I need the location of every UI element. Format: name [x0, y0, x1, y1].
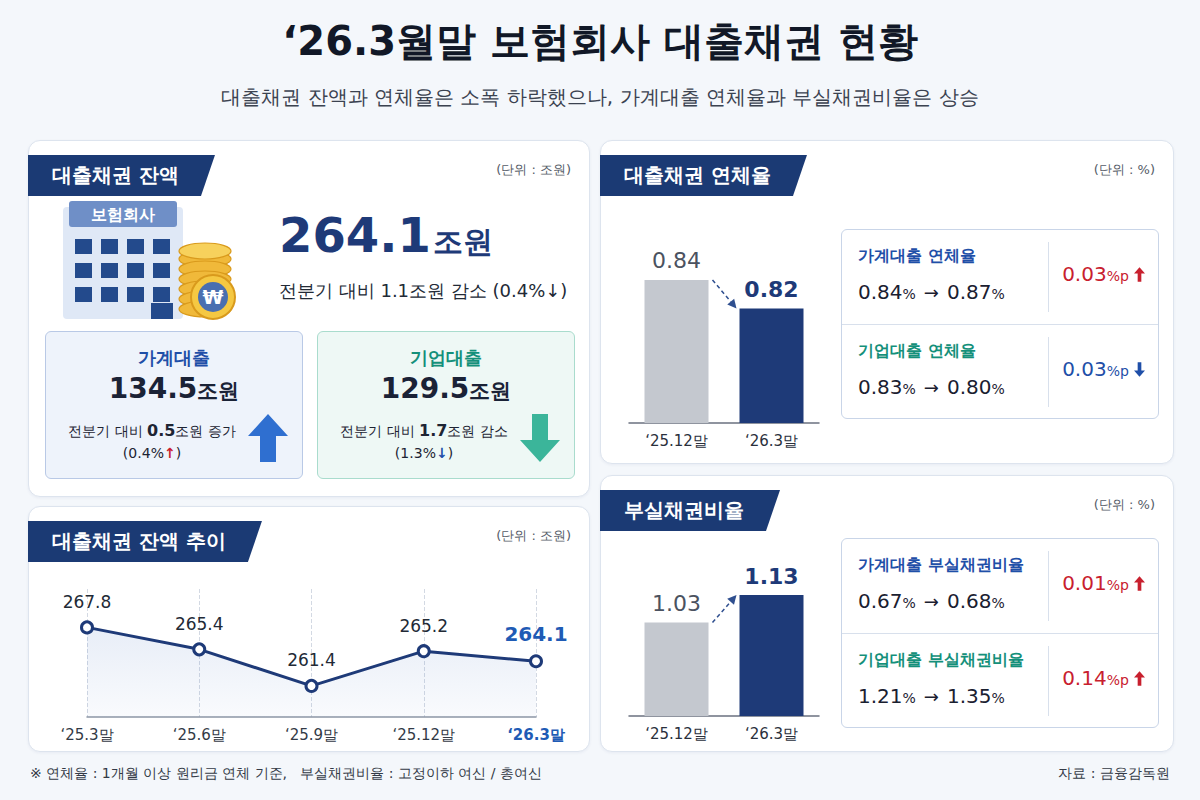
svg-text:‘26.3말: ‘26.3말 — [507, 726, 565, 744]
html-text:(1. 3% ↓): (1. 3% ↓) — [394, 445, 454, 461]
svg-text:265.4: 265.4 — [175, 614, 224, 634]
html-text:대출채권 잔액 추이: 대출채권 잔액 추이 — [52, 529, 226, 553]
html-text:(0. 4% ↑): (0. 4% ↑) — [122, 445, 182, 461]
html-text:‘26.3월말 보험회사 대출채권 현황: ‘26.3월말 보험회사 대출채권 현황 — [282, 18, 918, 64]
svg-text:1.03: 1.03 — [652, 591, 701, 616]
html-text:기업대출 부실채권비율: 기업대출 부실채권비율 — [858, 650, 1024, 669]
html-text:가계대출: 가계대출 — [138, 347, 210, 368]
html-text:기업대출: 기업대출 — [410, 347, 482, 368]
svg-text:‘25.12말: ‘25.12말 — [645, 432, 708, 450]
svg-text:1.13: 1.13 — [744, 564, 798, 589]
html-text:대출채권 잔액과 연체율은 소폭 하락했으나, 가계대출 연: 대출채권 잔액과 연체율은 소폭 하락했으나, 가계대출 연체율과 부실채권비율… — [221, 85, 979, 109]
html-text:전분기 대비0.5조원 증가: 전분기 대비0.5조원 증가 — [68, 421, 236, 440]
svg-text:₩: ₩ — [203, 286, 224, 308]
html-text:대출채권 연체율: 대출채권 연체율 — [624, 163, 771, 187]
html-text:0.14%p: 0.14%p — [1062, 666, 1129, 690]
html-text:가계대출 연체율: 가계대출 연체율 — [858, 246, 976, 265]
html-text:기업대출 연체율: 기업대출 연체율 — [858, 341, 976, 360]
html-text:※ 연체율 : 1개월 이상 원리금 연체 기준, 부실채권: ※ 연체율 : 1개월 이상 원리금 연체 기준, 부실채권비율 : 고정이하 … — [30, 765, 542, 781]
svg-text:264.1: 264.1 — [504, 622, 567, 646]
html-text:(단위 : %): (단위 : %) — [1093, 162, 1155, 177]
svg-text:‘26.3말: ‘26.3말 — [745, 432, 798, 450]
html-text:0.67% → 0.68%: 0.67% → 0.68% — [858, 589, 1005, 613]
svg-text:‘25.12말: ‘25.12말 — [645, 725, 708, 743]
html-text:자료 : 금융감독원: 자료 : 금융감독원 — [1058, 765, 1170, 781]
html-text:129.5조원: 129.5조원 — [380, 372, 512, 405]
svg-text:265.2: 265.2 — [399, 616, 448, 636]
html-text:0.03%p: 0.03%p — [1062, 262, 1129, 286]
svg-text:보험회사: 보험회사 — [91, 205, 155, 224]
html-text:전분기 대비1.7조원 감소: 전분기 대비1.7조원 감소 — [340, 421, 508, 440]
svg-text:0.82: 0.82 — [744, 277, 798, 302]
html-text:0.84% → 0.87%: 0.84% → 0.87% — [858, 280, 1005, 304]
svg-text:‘25.3말: ‘25.3말 — [60, 726, 113, 744]
svg-text:267.8: 267.8 — [63, 592, 112, 612]
html-text:(단위 : %): (단위 : %) — [1093, 497, 1155, 512]
svg-text:‘26.3말: ‘26.3말 — [745, 725, 798, 743]
html-text:134.5조원: 134.5조원 — [108, 372, 240, 405]
svg-text:‘25.12말: ‘25.12말 — [392, 726, 455, 744]
html-text:부실채권비율: 부실채권비율 — [624, 498, 744, 522]
html-text:가계대출 부실채권비율: 가계대출 부실채권비율 — [858, 555, 1024, 574]
html-text:대출채권 잔액: 대출채권 잔액 — [52, 163, 179, 187]
html-text:0.03%p: 0.03%p — [1062, 357, 1129, 381]
svg-text:0.84: 0.84 — [652, 248, 701, 273]
html-text:264.1조원: 264.1조원 — [279, 207, 493, 263]
html-text:1.21% → 1.35%: 1.21% → 1.35% — [858, 684, 1005, 708]
svg-text:‘25.9말: ‘25.9말 — [285, 726, 338, 744]
svg-text:261.4: 261.4 — [287, 650, 336, 670]
svg-text:‘25.6말: ‘25.6말 — [173, 726, 226, 744]
html-text:0.01%p: 0.01%p — [1062, 571, 1129, 595]
html-text:전분기 대비 1.1조원 감소 (0.4%↓): 전분기 대비 1.1조원 감소 (0.4%↓) — [279, 280, 568, 301]
html-text:0.83% → 0.80%: 0.83% → 0.80% — [858, 375, 1005, 399]
html-text:(단위 : 조원): (단위 : 조원) — [496, 162, 571, 177]
html-text:(단위 : 조원): (단위 : 조원) — [496, 528, 571, 543]
